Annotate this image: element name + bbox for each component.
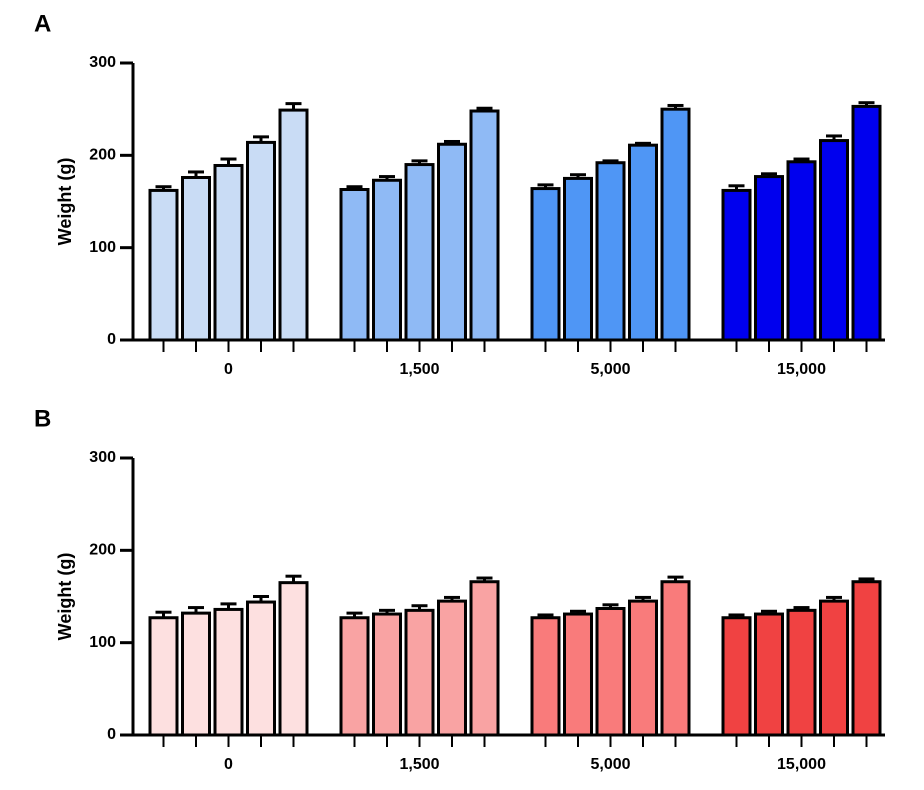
bar [563,176,593,342]
bar [181,611,211,737]
bar [181,175,211,342]
y-tick-label: 200 [89,147,116,164]
bar [246,140,276,342]
bar [851,580,882,737]
bar [372,178,402,342]
x-tick-label: 15,000 [777,756,826,773]
bar [278,581,309,737]
bar [819,139,849,342]
bar [530,187,561,342]
bar [339,187,370,342]
x-tick-label: 5,000 [590,756,630,773]
y-tick-label: 300 [89,54,116,71]
bar [246,600,276,737]
bar [404,608,435,737]
bar [372,612,402,737]
bar [754,175,784,342]
x-tick-label: 0 [224,361,233,378]
bar [404,163,435,342]
bar [851,104,882,342]
bar [563,612,593,737]
bar [148,616,179,737]
y-tick-label: 0 [107,726,116,743]
bar [213,607,244,737]
y-tick-label: 100 [89,239,116,256]
bar [213,163,244,342]
bar [786,160,817,342]
bar [339,616,370,737]
bar [278,108,309,342]
bar [469,109,500,342]
bar [721,616,752,737]
bar [721,188,752,342]
y-tick-label: 100 [89,634,116,651]
y-axis-label: Weight (g) [55,553,75,641]
bar [786,608,817,737]
x-tick-label: 1,500 [399,361,439,378]
x-tick-label: 5,000 [590,361,630,378]
bar [628,599,658,737]
x-tick-label: 1,500 [399,756,439,773]
x-tick-label: 0 [224,756,233,773]
bar [437,599,467,737]
panel-label: B [34,405,51,432]
bar [437,142,467,342]
bar [660,107,691,342]
panel-label: A [34,10,51,37]
y-tick-label: 200 [89,542,116,559]
y-tick-label: 0 [107,331,116,348]
bar [628,143,658,342]
bar [148,188,179,342]
x-tick-label: 15,000 [777,361,826,378]
bar [595,161,626,342]
bar [469,580,500,737]
bar [660,580,691,737]
bar [595,607,626,737]
y-tick-label: 300 [89,449,116,466]
bar [819,599,849,737]
bar [530,616,561,737]
y-axis-label: Weight (g) [55,158,75,246]
bar [754,612,784,737]
